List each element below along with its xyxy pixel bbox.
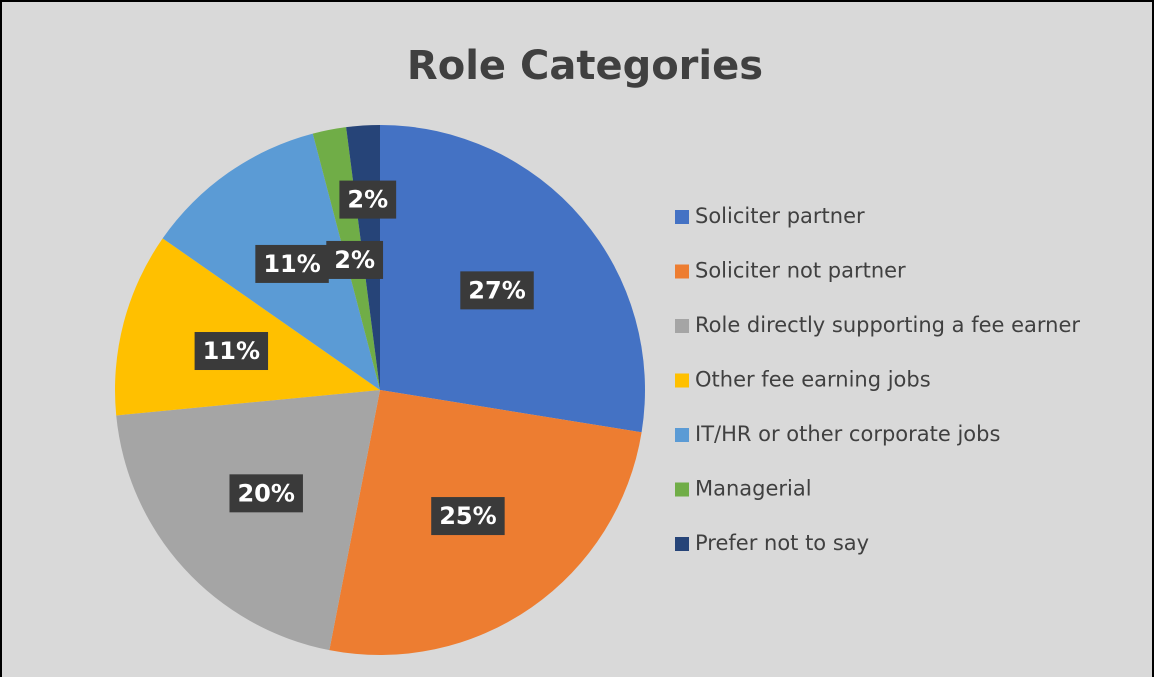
pie-slice [116,390,380,651]
data-label: 27% [468,276,525,304]
data-label-box [326,240,384,279]
data-label-box [229,474,303,513]
legend-label: Soliciter not partner [695,259,906,283]
legend-label: Managerial [695,477,812,501]
data-label: 11% [203,337,260,365]
data-label: 25% [439,502,496,530]
data-label: 2% [347,186,388,214]
legend-swatch [675,319,689,333]
legend-swatch [675,537,689,551]
data-label-box [460,271,534,310]
legend-label: Soliciter partner [695,204,865,228]
data-label-box [339,180,397,219]
data-label: 20% [237,479,294,507]
legend-label: Prefer not to say [695,531,869,555]
legend-swatch [675,210,689,224]
data-label: 11% [263,250,320,278]
legend-label: Other fee earning jobs [695,368,931,392]
data-label-box [194,332,269,371]
legend-label: IT/HR or other corporate jobs [695,422,1000,446]
legend-swatch [675,428,689,442]
data-label-box [255,244,329,283]
chart-title: Role Categories [407,43,763,89]
legend-swatch [675,482,689,497]
data-label-box [431,497,505,536]
data-label: 2% [334,246,375,274]
legend-label: Role directly supporting a fee earner [695,313,1080,337]
legend-swatch [675,373,689,388]
pie-slice [115,238,380,416]
legend-swatch [675,264,689,279]
